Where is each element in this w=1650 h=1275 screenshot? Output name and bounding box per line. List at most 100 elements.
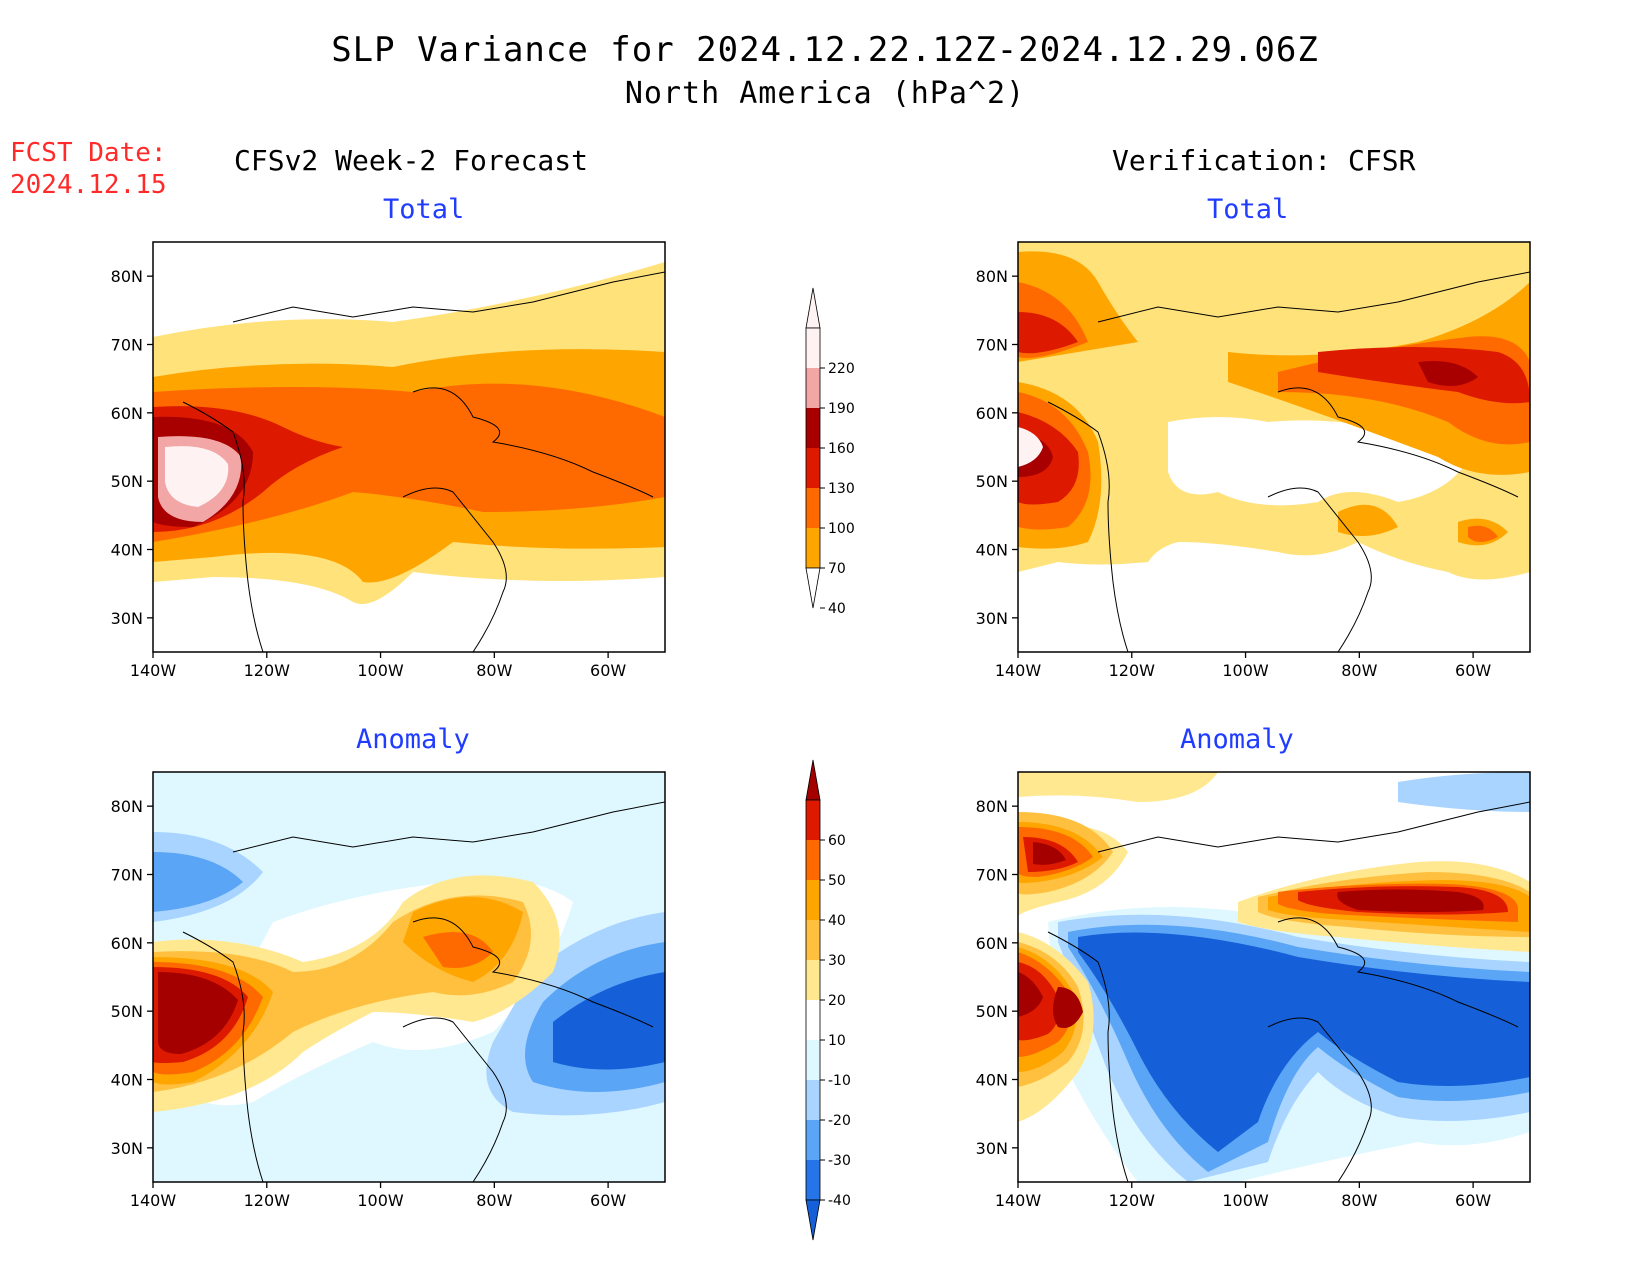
colorbar-tick-label: 40 — [828, 601, 846, 617]
lat-tick-label: 60N — [111, 934, 143, 953]
colorbar-tick-label: -40 — [828, 1193, 851, 1209]
lon-tick-label: 100W — [357, 1191, 404, 1210]
total-colorbar: 220 190 160 130 100 70 40 — [805, 287, 855, 617]
lat-tick-label: 80N — [976, 267, 1008, 286]
contour-neg40 — [1078, 932, 1530, 1152]
colorbar-tick-label: 220 — [828, 361, 855, 377]
coastline — [182, 801, 665, 1182]
contour-160 — [1018, 361, 1478, 477]
colorbar-segment — [806, 800, 820, 840]
contour-neg30 — [153, 852, 665, 1092]
forecast-anomaly-title: Anomaly — [356, 724, 470, 755]
verification-total-field — [1018, 242, 1530, 652]
lat-tick-label: 70N — [111, 336, 143, 355]
contour-neg40 — [553, 972, 665, 1070]
lat-tick-label: 70N — [976, 336, 1008, 355]
lat-tick-label: 70N — [111, 866, 143, 885]
verification-anomaly-title: Anomaly — [1180, 724, 1294, 755]
colorbar-tick-label: 60 — [828, 833, 846, 849]
lon-tick-label: 120W — [244, 1191, 291, 1210]
contour-100 — [153, 383, 665, 542]
figure-title: SLP Variance for 2024.12.22.12Z-2024.12.… — [331, 30, 1319, 70]
colorbar-segment — [806, 488, 820, 528]
lat-tick-label: 80N — [111, 267, 143, 286]
contour-40 — [1018, 827, 1518, 1057]
fcst-date-value: 2024.12.15 — [10, 170, 167, 200]
colorbar-segment — [806, 328, 820, 368]
colorbar-segment — [806, 528, 820, 568]
lat-tick-label: 50N — [111, 1002, 143, 1021]
lat-tick-label: 60N — [976, 404, 1008, 423]
contour-220 — [1018, 427, 1043, 467]
colorbar-segment — [806, 880, 820, 920]
forecast-total-title: Total — [383, 194, 465, 225]
colorbar-tick-label: 50 — [828, 873, 846, 889]
contour-20 — [1018, 812, 1530, 1087]
lon-tick-label: 140W — [995, 661, 1042, 680]
lat-tick-label: 60N — [111, 404, 143, 423]
lon-tick-label: 80W — [476, 1191, 512, 1210]
colorbar-bottom-arrow — [805, 1199, 821, 1241]
colorbar-tick-label: -30 — [828, 1153, 851, 1169]
colorbar-segment — [806, 408, 820, 448]
lon-tick-label: 120W — [244, 661, 291, 680]
colorbar-segment — [806, 840, 820, 880]
lat-tick-label: 40N — [111, 541, 143, 560]
lat-tick-label: 40N — [111, 1071, 143, 1090]
figure-subtitle: North America (hPa^2) — [624, 76, 1026, 111]
lat-tick-label: 50N — [976, 1002, 1008, 1021]
forecast-total-field — [153, 242, 665, 652]
lat-tick-label: 70N — [976, 866, 1008, 885]
forecast-anomaly-panel — [152, 771, 666, 1183]
colorbar-tick-label: 30 — [828, 953, 846, 969]
lon-tick-label: 140W — [130, 661, 177, 680]
lat-tick-label: 30N — [111, 1139, 143, 1158]
lon-tick-label: 100W — [357, 661, 404, 680]
lon-tick-label: 60W — [1455, 661, 1491, 680]
lat-tick-label: 30N — [976, 1139, 1008, 1158]
lat-tick-label: 30N — [111, 609, 143, 628]
lat-tick-label: 30N — [976, 609, 1008, 628]
colorbar-tick-label: 20 — [828, 993, 846, 1009]
lon-tick-label: 60W — [590, 661, 626, 680]
lon-tick-label: 100W — [1222, 1191, 1269, 1210]
lat-tick-label: 80N — [976, 797, 1008, 816]
contour-100 — [1018, 282, 1530, 542]
colorbar-tick-label: 100 — [828, 521, 855, 537]
lat-tick-label: 50N — [976, 472, 1008, 491]
colorbar-segment — [806, 368, 820, 408]
lon-tick-label: 80W — [1341, 661, 1377, 680]
panel-frame — [152, 241, 666, 653]
contour-60 — [1018, 842, 1484, 1028]
verification-anomaly-panel — [1017, 771, 1531, 1183]
lon-tick-label: 80W — [1341, 1191, 1377, 1210]
verification-total-title: Total — [1207, 194, 1289, 225]
colorbar-segment — [806, 1000, 820, 1040]
colorbar-tick-label: 130 — [828, 481, 855, 497]
coastline — [1047, 801, 1530, 1182]
anomaly-colorbar: 60 50 40 30 20 10 -10 -20 -30 -40 — [805, 759, 851, 1241]
axes-layer: 80N 70N 60N 50N 40N 30N 140W 120W 100W 80W 60W 80N 7… — [111, 267, 1492, 1210]
forecast-column-header: CFSv2 Week-2 Forecast — [234, 144, 589, 177]
colorbar-segment — [806, 1120, 820, 1160]
lon-tick-label: 140W — [130, 1191, 177, 1210]
lon-tick-label: 80W — [476, 661, 512, 680]
contour-50 — [1018, 837, 1508, 1041]
lon-tick-label: 100W — [1222, 661, 1269, 680]
lon-tick-label: 120W — [1109, 1191, 1156, 1210]
forecast-anomaly-field — [153, 772, 665, 1182]
contour-60 — [158, 972, 238, 1054]
lon-tick-label: 60W — [1455, 1191, 1491, 1210]
colorbar-segment — [806, 920, 820, 960]
colorbar-segment — [806, 960, 820, 1000]
verification-anomaly-field — [1018, 772, 1530, 1182]
colorbar-segment — [806, 1080, 820, 1120]
lat-tick-label: 60N — [976, 934, 1008, 953]
colorbar-tick-label: 10 — [828, 1033, 846, 1049]
lon-tick-label: 60W — [590, 1191, 626, 1210]
contour-220 — [165, 446, 229, 507]
panel-frame — [152, 771, 666, 1183]
colorbar-top-arrow — [805, 759, 821, 801]
fcst-date-label: FCST Date: — [10, 138, 167, 168]
